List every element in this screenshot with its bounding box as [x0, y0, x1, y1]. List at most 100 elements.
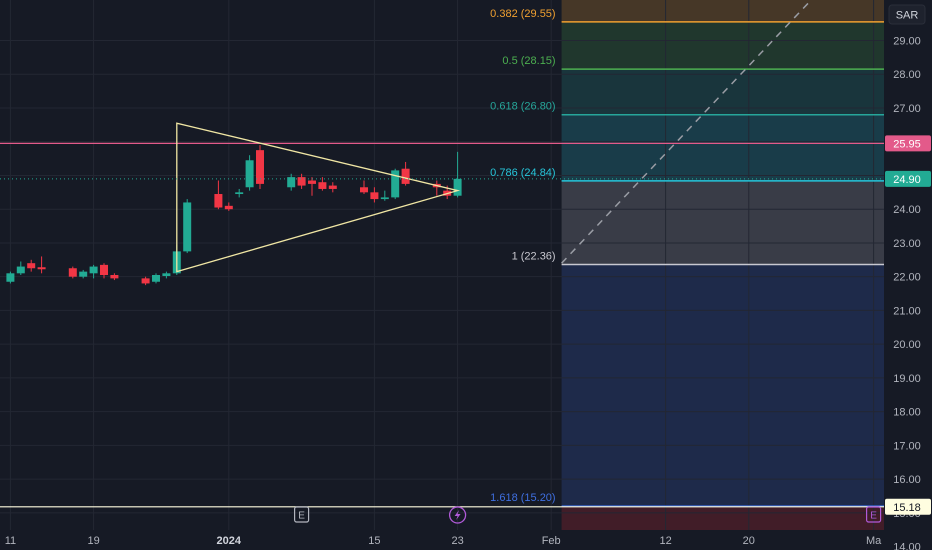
candle[interactable] — [16, 261, 25, 275]
fibonacci-levels[interactable]: 0.382 (29.55) 0.5 (28.15) 0.618 (26.80) 0.7… — [490, 8, 884, 507]
candle[interactable] — [401, 161, 410, 186]
price-tick-label: 21.00 — [893, 305, 921, 317]
current-price-badge-box — [885, 170, 931, 187]
candle-body — [79, 271, 88, 277]
candle[interactable] — [297, 173, 306, 189]
price-axis[interactable]: 14.0015.0016.0017.0018.0019.0020.0021.00… — [884, 0, 932, 550]
resistance-price-badge-text: 25.95 — [893, 138, 921, 150]
price-tick-label: 22.00 — [893, 272, 921, 284]
candle[interactable] — [141, 276, 150, 286]
fib-level-label: 0.382 (29.55) — [490, 8, 555, 20]
lightning-bolt — [454, 510, 461, 520]
candle-body — [308, 180, 316, 184]
time-tick-label: 2024 — [217, 535, 242, 547]
candle[interactable] — [89, 264, 98, 279]
fib-zone — [561, 264, 884, 507]
fib-level-label: 1.618 (15.20) — [490, 492, 555, 504]
fib-level-label: 0.618 (26.80) — [490, 101, 555, 113]
candle-body — [401, 168, 410, 184]
fib-zone-below — [561, 506, 884, 530]
candle[interactable] — [152, 273, 160, 284]
candle-body — [453, 178, 462, 196]
candle[interactable] — [380, 190, 389, 201]
candle[interactable] — [183, 199, 192, 254]
time-tick-label: Ma — [866, 535, 882, 547]
candle-body — [162, 273, 171, 277]
candle[interactable] — [79, 269, 88, 279]
candle-body — [6, 273, 15, 282]
fib-zone-above — [561, 0, 884, 22]
earnings-box — [294, 506, 310, 523]
candle[interactable] — [391, 168, 400, 200]
price-tick-label: 29.00 — [893, 35, 921, 47]
price-badges: 25.95 24.90 15.18 — [885, 135, 931, 515]
candle[interactable] — [214, 180, 223, 210]
candle[interactable] — [328, 182, 337, 193]
time-tick-label: 19 — [87, 535, 99, 547]
fibonacci-zones — [561, 0, 884, 530]
fib-level-label: 0.786 (24.84) — [490, 167, 555, 179]
fib-zone — [561, 21, 884, 70]
candle[interactable] — [360, 180, 368, 195]
time-axis[interactable]: 11 19 2024 15 23 Feb 12 20 Ma — [0, 530, 884, 550]
price-tick-label: 20.00 — [893, 339, 921, 351]
lightning-icon[interactable] — [448, 506, 467, 524]
earnings-e-icon[interactable]: E — [294, 506, 310, 523]
price-tick-label: 17.00 — [893, 440, 921, 452]
time-tick-label: 12 — [659, 535, 671, 547]
candle[interactable] — [224, 202, 233, 211]
fib-level-label: 1 (22.36) — [512, 251, 556, 263]
candle-body — [380, 197, 389, 200]
time-tick-label: 11 — [5, 535, 16, 547]
fib-zone — [561, 180, 884, 265]
candle-body — [256, 150, 264, 184]
candle-body — [245, 160, 254, 188]
candle[interactable] — [6, 271, 15, 284]
candle[interactable] — [110, 273, 119, 281]
earnings-e-icon[interactable]: E — [865, 506, 882, 523]
candle-body — [89, 266, 98, 274]
candle[interactable] — [68, 266, 77, 279]
fib-level-label: 0.5 (28.15) — [502, 55, 555, 67]
candle-body — [391, 170, 400, 198]
candle[interactable] — [27, 259, 36, 272]
candle[interactable] — [235, 188, 244, 198]
projection-dashed-line[interactable] — [561, 0, 812, 264]
time-tick-label: 23 — [451, 535, 463, 547]
candle-body — [328, 185, 337, 189]
candle[interactable] — [308, 177, 316, 196]
candle-body — [16, 266, 25, 274]
candle-body — [318, 182, 327, 189]
fib-zone — [561, 69, 884, 115]
triangle-pattern[interactable] — [176, 122, 461, 273]
candle[interactable] — [370, 187, 379, 203]
candle[interactable] — [318, 177, 327, 191]
currency-label-box — [888, 4, 926, 25]
lightning-icon-ring — [448, 506, 467, 524]
candle[interactable] — [37, 256, 46, 274]
candle-body — [235, 192, 244, 195]
candle-body — [214, 194, 223, 208]
candle[interactable] — [287, 173, 296, 191]
pattern-drawings[interactable] — [176, 0, 812, 273]
price-axis-background — [884, 0, 932, 550]
price-tick-label: 18.00 — [893, 407, 921, 419]
currency-label[interactable]: SAR — [888, 4, 926, 25]
candle-body — [370, 192, 379, 200]
candle[interactable] — [245, 155, 254, 191]
candlestick-series[interactable] — [6, 145, 462, 286]
candle-body — [360, 187, 368, 193]
time-tick-label: 15 — [368, 535, 380, 547]
horizontal-lines[interactable] — [0, 142, 884, 508]
candle[interactable] — [256, 145, 264, 189]
candle[interactable] — [162, 271, 171, 279]
earnings-label: E — [870, 511, 877, 522]
candle[interactable] — [100, 263, 108, 279]
price-tick-label: 16.00 — [893, 474, 921, 486]
candle-body — [152, 275, 160, 282]
candle[interactable] — [453, 151, 462, 198]
current-price-badge: 24.90 — [885, 170, 931, 187]
resistance-price-badge-box — [885, 135, 931, 152]
